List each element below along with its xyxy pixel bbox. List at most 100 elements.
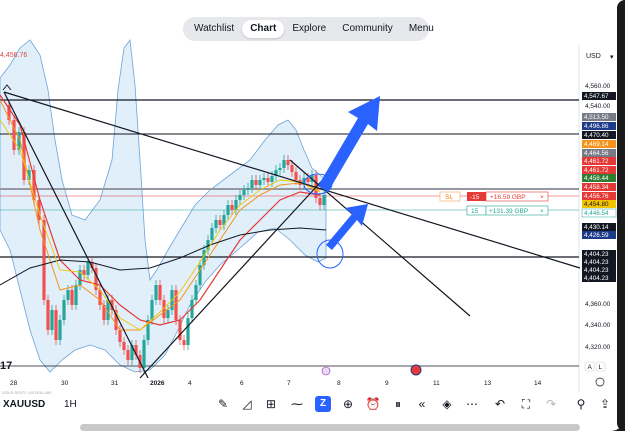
candle <box>70 290 74 305</box>
candle <box>114 310 118 330</box>
alarm-icon[interactable]: ⏰ <box>365 397 381 411</box>
price-tag-label: 4,470.40 <box>584 132 609 139</box>
candle <box>214 220 218 228</box>
sma-black <box>0 227 327 286</box>
price-tag <box>581 208 617 218</box>
nav-community[interactable]: Community <box>342 23 393 34</box>
nav-watchlist[interactable]: Watchlist <box>194 23 235 34</box>
price-tick-label: 4,320.00 <box>585 344 611 351</box>
price-tag-label: 4,404.23 <box>584 259 609 266</box>
trend-line <box>3 91 149 379</box>
price-tag <box>582 200 616 208</box>
candle <box>242 190 246 195</box>
candle <box>54 310 58 340</box>
undo-icon[interactable]: ↶ <box>494 397 506 411</box>
candle <box>270 176 274 182</box>
candle <box>12 120 16 150</box>
rewind-icon[interactable]: « <box>418 397 426 411</box>
candle <box>218 220 222 225</box>
price-tick-label: 4,560.00 <box>585 83 611 90</box>
us-flag-icon <box>410 364 422 376</box>
candle <box>186 318 190 345</box>
chevron-up-icon <box>2 84 12 91</box>
replay-icon[interactable]: ⏸ <box>394 397 401 411</box>
redo-icon[interactable]: ↷ <box>545 397 557 411</box>
chevron-down-icon[interactable]: ▾ <box>610 54 614 61</box>
bollinger-fill <box>0 38 327 373</box>
indicators-icon[interactable]: ◿ <box>242 397 252 411</box>
ideas-icon[interactable]: ⚲ <box>576 397 586 411</box>
candle <box>86 262 90 275</box>
price-tag <box>582 258 616 266</box>
candle <box>106 300 110 320</box>
nav-menu[interactable]: Menu <box>408 23 434 34</box>
price-tag-label: 4,469.14 <box>584 141 609 148</box>
candle <box>198 265 202 285</box>
price-tag-label: 4,547.67 <box>584 93 609 100</box>
candle <box>32 170 36 200</box>
price-axis[interactable]: 4,560.00 4,540.00 4,360.00 4,340.00 4,320.00… <box>581 83 617 387</box>
drawings[interactable]: 17 <box>0 84 581 379</box>
time-tick-label: 4 <box>188 380 192 387</box>
more-icon[interactable]: ⋯ <box>466 397 478 411</box>
pencil-icon[interactable]: ✎ <box>217 397 229 411</box>
active-tool-icon[interactable]: Z <box>315 396 331 412</box>
price-tag-label: 4,404.23 <box>584 251 609 258</box>
time-axis[interactable]: 28 30 31 2026 4 6 7 8 9 11 13 14 <box>10 364 542 387</box>
candle <box>110 300 114 310</box>
sl-label: SL <box>445 194 453 201</box>
nav-chart[interactable]: Chart <box>242 20 285 38</box>
price-tag <box>582 223 616 231</box>
sl-tag <box>439 191 461 202</box>
plus-icon[interactable]: ⊕ <box>342 397 354 411</box>
trend-tool-icon[interactable]: ⁓ <box>291 397 303 411</box>
positions[interactable]: SL -15 +16.59 GBP × 15 +131.39 GBP × <box>439 191 549 216</box>
candle <box>274 170 278 176</box>
price-tag-label: 4,496.86 <box>584 123 609 130</box>
layers-icon[interactable]: ◈ <box>442 397 452 411</box>
candle <box>290 165 294 172</box>
price-tag-label: 4,461.72 <box>584 167 609 174</box>
ema-red <box>0 94 321 326</box>
candle <box>50 310 54 330</box>
axis-mode-button <box>595 361 606 372</box>
candle <box>162 300 166 318</box>
candle <box>7 105 11 120</box>
candle <box>306 178 310 182</box>
symbol-button[interactable]: XAUUSD <box>3 399 46 410</box>
time-tick-label: 6 <box>240 380 244 387</box>
nav-explore[interactable]: Explore <box>292 23 327 34</box>
candle <box>254 180 258 185</box>
price-tag-label: 4,426.59 <box>584 232 609 239</box>
candle <box>178 320 182 340</box>
price-tag <box>582 92 616 100</box>
sl-pnl-box <box>485 191 549 202</box>
time-tick-label: 2026 <box>150 380 165 387</box>
candle <box>318 198 322 205</box>
candle <box>262 178 266 180</box>
price-tag-label: 4,513.50 <box>584 114 609 121</box>
time-tick-label: 14 <box>534 380 542 387</box>
price-tag-label: 4,456.76 <box>584 193 609 200</box>
candle <box>210 228 214 240</box>
event-icon <box>321 366 331 376</box>
interval-button[interactable]: 1H <box>64 399 77 410</box>
share-icon[interactable]: ⇪ <box>599 397 611 411</box>
layout-grid-icon[interactable]: ⊞ <box>265 397 277 411</box>
circle-annotation <box>316 239 344 269</box>
currency-selector[interactable]: USD <box>586 53 601 60</box>
axis-mode-label: A <box>588 364 593 371</box>
candle <box>194 285 198 300</box>
sl-qty: -15 <box>470 194 480 201</box>
time-tick-label: 31 <box>111 380 119 387</box>
price-tag <box>582 157 616 165</box>
price-tag <box>582 122 616 130</box>
candle <box>62 300 66 320</box>
fullscreen-icon[interactable]: ⛶ <box>521 397 531 411</box>
candle <box>230 205 234 210</box>
candle <box>250 180 254 188</box>
trend-line <box>3 91 581 269</box>
axis-mode-button <box>584 361 595 372</box>
close-icon: × <box>540 194 544 201</box>
